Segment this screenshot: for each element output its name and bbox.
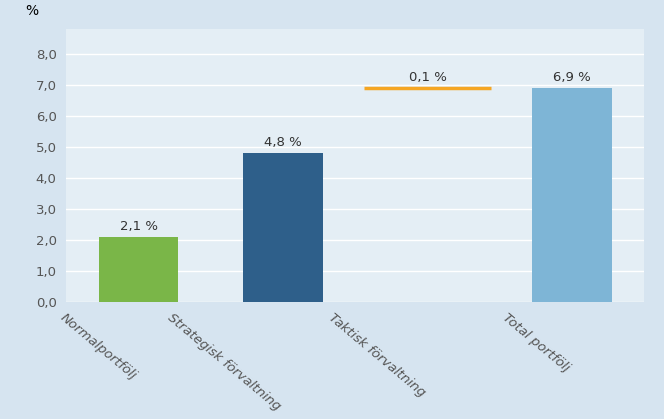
Text: 4,8 %: 4,8 % bbox=[264, 137, 302, 150]
Y-axis label: %: % bbox=[25, 5, 39, 18]
Text: 0,1 %: 0,1 % bbox=[408, 71, 446, 84]
Bar bbox=[532, 88, 612, 302]
Bar bbox=[99, 237, 179, 302]
Bar bbox=[243, 153, 323, 302]
Text: 2,1 %: 2,1 % bbox=[120, 220, 157, 233]
Text: 6,9 %: 6,9 % bbox=[553, 71, 591, 84]
